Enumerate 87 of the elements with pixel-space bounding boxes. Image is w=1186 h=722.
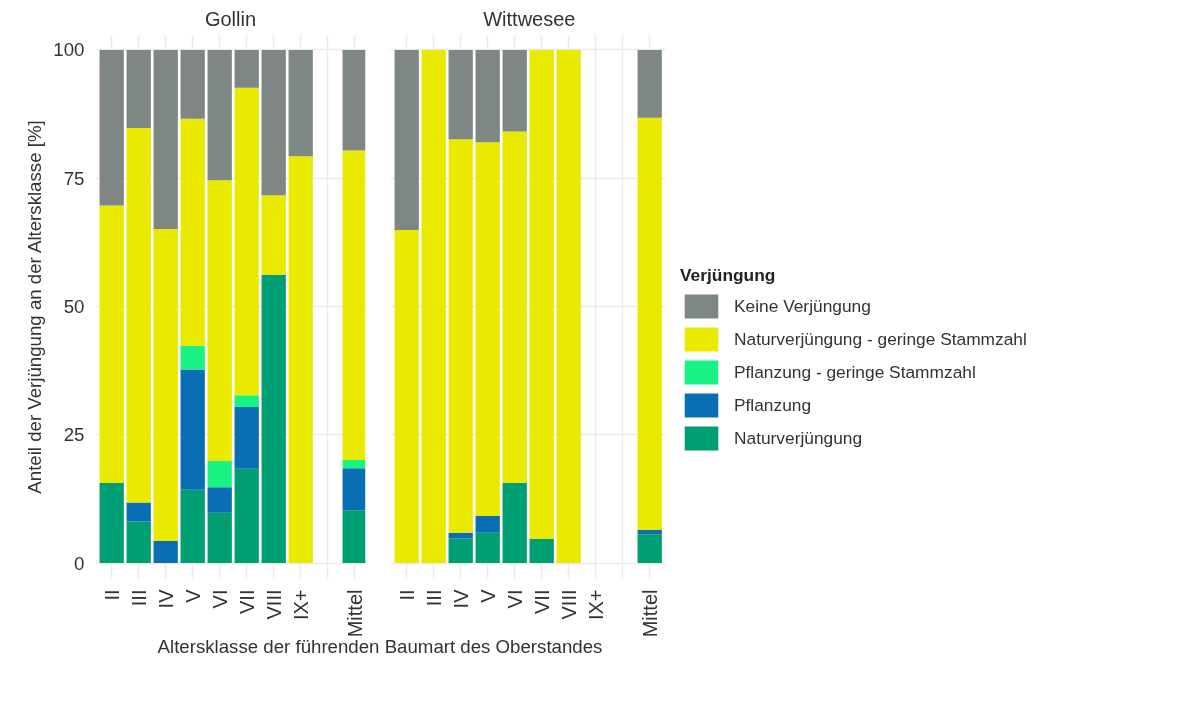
bar <box>99 49 124 206</box>
bar <box>234 87 259 396</box>
bar <box>637 49 662 118</box>
bar <box>529 538 554 564</box>
bar <box>99 205 124 484</box>
bar <box>448 538 473 564</box>
y-tick-label: 50 <box>63 296 85 317</box>
bar <box>180 49 205 119</box>
legend-label: Naturverjüngung <box>734 426 863 450</box>
bar <box>180 346 205 370</box>
chart-title: Wittwesee <box>483 7 576 30</box>
bar <box>261 274 286 564</box>
x-tick-label: IX+ <box>289 589 312 621</box>
x-tick-label: VII <box>530 589 553 614</box>
bar <box>180 369 205 490</box>
bar <box>637 117 662 530</box>
x-tick-label: V <box>181 588 204 603</box>
bar <box>288 49 313 157</box>
bar <box>502 49 527 132</box>
bar <box>207 487 232 513</box>
bar <box>207 49 232 181</box>
bar <box>153 541 178 564</box>
bar <box>180 118 205 347</box>
bar <box>529 49 554 539</box>
x-tick-label: II <box>395 589 418 601</box>
bar <box>99 483 124 564</box>
chart-title: Gollin <box>204 7 257 30</box>
x-tick-label: IX+ <box>584 589 607 621</box>
bar <box>180 489 205 564</box>
y-tick-label: 75 <box>63 167 85 189</box>
bar <box>421 49 446 564</box>
x-tick-label: IV <box>154 588 177 609</box>
y-tick-label: 100 <box>53 39 85 61</box>
bar <box>475 532 500 564</box>
x-tick-label: III <box>422 589 445 607</box>
bar <box>234 468 259 564</box>
x-tick-label: VIII <box>262 589 285 620</box>
x-tick-label: II <box>100 589 123 601</box>
bar <box>475 515 500 533</box>
bar <box>502 131 527 484</box>
y-tick-label: 25 <box>63 424 85 446</box>
bar <box>394 230 419 564</box>
bar <box>448 139 473 533</box>
x-tick-label: VIII <box>557 589 580 620</box>
bar <box>475 142 500 516</box>
bar <box>556 49 581 564</box>
bar <box>342 459 366 469</box>
bar <box>234 395 259 408</box>
x-tick-label: VII <box>235 589 258 614</box>
x-tick-label: Mittel <box>638 589 661 638</box>
bar <box>153 229 178 542</box>
bar <box>475 49 500 143</box>
x-tick-label: V <box>476 588 499 603</box>
bar <box>637 534 662 564</box>
y-tick-label: 0 <box>74 552 85 574</box>
bar <box>448 49 473 140</box>
x-axis-title: Altersklasse der führenden Baumart des Oberstandes <box>157 636 603 659</box>
bar <box>342 510 366 564</box>
bar <box>126 127 151 503</box>
bar <box>342 468 366 511</box>
bar <box>342 150 366 460</box>
legend-label: Keine Verjüngung <box>734 294 871 318</box>
x-tick-label: Mittel <box>343 589 366 638</box>
bar <box>502 483 527 564</box>
x-tick-label: VI <box>503 589 526 609</box>
y-axis-title: Anteil der Verjüngung an der Altersklasse [%] <box>24 120 46 494</box>
bar <box>126 49 151 128</box>
bar <box>394 49 419 231</box>
bar <box>234 407 259 469</box>
bar <box>207 460 232 488</box>
x-tick-label: III <box>127 589 150 607</box>
legend-title: Verjüngung <box>680 265 777 286</box>
bar <box>261 195 286 275</box>
bar <box>261 49 286 196</box>
bar <box>153 49 178 230</box>
bar <box>207 512 232 564</box>
bar <box>207 180 232 461</box>
bar <box>288 156 313 564</box>
bar <box>234 49 259 88</box>
legend-label: Naturverjüngung - geringe Stammzahl <box>734 327 1027 351</box>
legend-label: Pflanzung <box>734 393 812 417</box>
bar <box>342 49 366 151</box>
bar <box>126 521 151 564</box>
bar <box>126 502 151 522</box>
legend-label: Pflanzung - geringe Stammzahl <box>734 360 976 384</box>
x-tick-label: VI <box>208 589 231 609</box>
x-tick-label: IV <box>449 588 472 609</box>
